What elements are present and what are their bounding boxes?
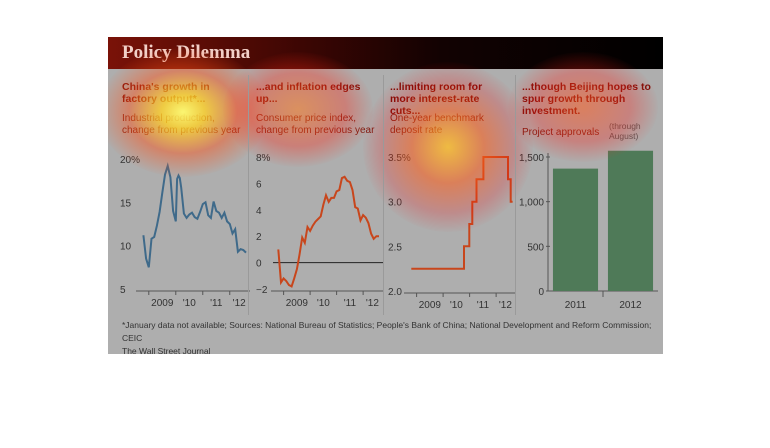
x-tick-label: '11 <box>210 298 223 309</box>
y-tick-label: 0 <box>256 259 262 270</box>
y-tick-label: −2 <box>256 285 268 296</box>
x-tick-label: '11 <box>477 300 490 311</box>
x-tick-label: 2009 <box>419 300 442 311</box>
y-tick-label: 20% <box>120 155 140 166</box>
x-tick-label: '10 <box>450 300 463 311</box>
panel-separator <box>515 75 516 315</box>
y-tick-label: 500 <box>527 242 544 253</box>
y-tick-label: 2 <box>256 232 262 243</box>
series-line-2 <box>411 156 513 270</box>
y-tick-label: 2.0 <box>388 287 402 298</box>
x-tick-label: 2009 <box>151 298 174 309</box>
charts-layer: 20% 15 10 5 2009 '10 '11 '12 8% 6 4 2 0 −2 2009 '10 '11 '… <box>120 150 658 311</box>
policy-dilemma-graphic: Policy Dilemma China's growth in factory… <box>108 37 663 354</box>
footnote: *January data not available; Sources: Na… <box>122 319 663 354</box>
y-tick-label: 1,500 <box>519 153 544 164</box>
x-tick-label: '12 <box>499 300 512 311</box>
y-tick-label: 8% <box>256 153 271 164</box>
series-line-1 <box>277 175 379 288</box>
x-tick-label: 2012 <box>619 300 642 311</box>
x-tick-label: 2011 <box>565 300 587 311</box>
panel-separator <box>383 75 384 315</box>
y-tick-label: 15 <box>120 198 132 209</box>
x-tick-label: '10 <box>317 298 330 309</box>
x-tick-label: '12 <box>366 298 379 309</box>
y-tick-label: 5 <box>120 285 126 296</box>
x-tick-label: '12 <box>233 298 246 309</box>
x-tick-label: '10 <box>183 298 196 309</box>
y-tick-label: 3.0 <box>388 198 402 209</box>
series-line-0 <box>142 162 247 268</box>
bar-2012 <box>607 150 654 291</box>
y-tick-label: 2.5 <box>388 242 402 253</box>
x-tick-label: '11 <box>344 298 357 309</box>
footnote-sources: *January data not available; Sources: Na… <box>122 320 652 343</box>
y-tick-label: 4 <box>256 206 262 217</box>
y-tick-label: 1,000 <box>519 198 544 209</box>
bar-2011 <box>552 168 599 291</box>
y-tick-label: 10 <box>120 242 132 253</box>
y-tick-label: 3.5% <box>388 153 411 164</box>
panel-separator <box>248 75 249 315</box>
y-tick-label: 0 <box>538 287 544 298</box>
y-tick-label: 6 <box>256 179 262 190</box>
footnote-credit: The Wall Street Journal <box>122 346 211 354</box>
x-tick-label: 2009 <box>286 298 309 309</box>
